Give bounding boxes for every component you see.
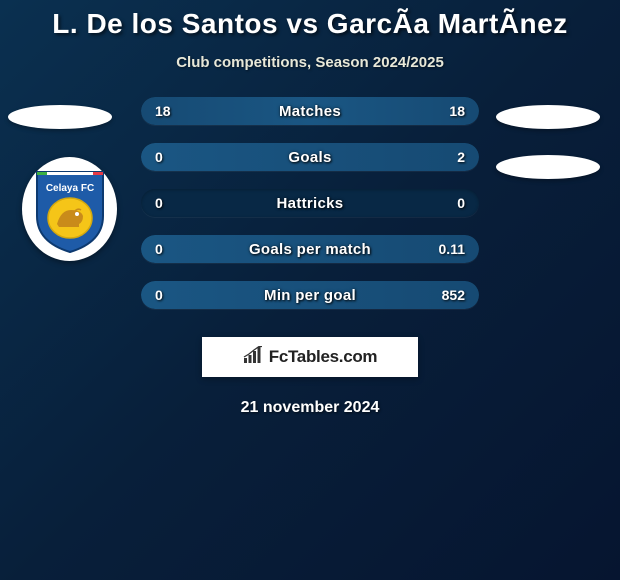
date-text: 21 november 2024: [0, 399, 620, 417]
stat-value-right: 2: [457, 143, 465, 171]
stat-value-left: 18: [155, 97, 171, 125]
stat-label: Goals: [141, 143, 479, 171]
club-logo-left-inner: Celaya FC: [31, 164, 109, 254]
stat-bar: Goals per match0 0.11: [141, 235, 479, 263]
stat-label: Goals per match: [141, 235, 479, 263]
brand-text: FcTables.com: [269, 347, 378, 367]
brand-box[interactable]: FcTables.com: [202, 337, 418, 377]
stat-bar: Matches18 18: [141, 97, 479, 125]
player-left-placeholder: [8, 105, 112, 129]
stat-value-left: 0: [155, 235, 163, 263]
club-logo-left: Celaya FC: [22, 157, 117, 261]
stat-value-right: 852: [442, 281, 465, 309]
player-right-placeholder: [496, 105, 600, 129]
comparison-card: L. De los Santos vs GarcÃ­a MartÃ­nez Cl…: [0, 0, 620, 417]
stat-bar: Min per goal0 852: [141, 281, 479, 309]
svg-text:Celaya FC: Celaya FC: [45, 183, 93, 194]
stat-label: Hattricks: [141, 189, 479, 217]
stat-value-left: 0: [155, 143, 163, 171]
stat-label: Min per goal: [141, 281, 479, 309]
stat-bars: Matches1818Goals02Hattricks00Goals per m…: [141, 97, 479, 309]
stat-value-right: 0.11: [439, 235, 465, 263]
logo-right-placeholder: [496, 155, 600, 179]
stat-label: Matches: [141, 97, 479, 125]
page-title: L. De los Santos vs GarcÃ­a MartÃ­nez: [0, 8, 620, 40]
content-area: Celaya FC Matches1818Goals02Hattricks00G…: [0, 97, 620, 417]
stat-value-left: 0: [155, 281, 163, 309]
stat-value-left: 0: [155, 189, 163, 217]
stat-bar: Hattricks0 0: [141, 189, 479, 217]
stat-bar: Goals0 2: [141, 143, 479, 171]
page-subtitle: Club competitions, Season 2024/2025: [0, 54, 620, 71]
stat-value-right: 0: [457, 189, 465, 217]
stat-value-right: 18: [449, 97, 465, 125]
brand-chart-icon: [243, 346, 265, 369]
